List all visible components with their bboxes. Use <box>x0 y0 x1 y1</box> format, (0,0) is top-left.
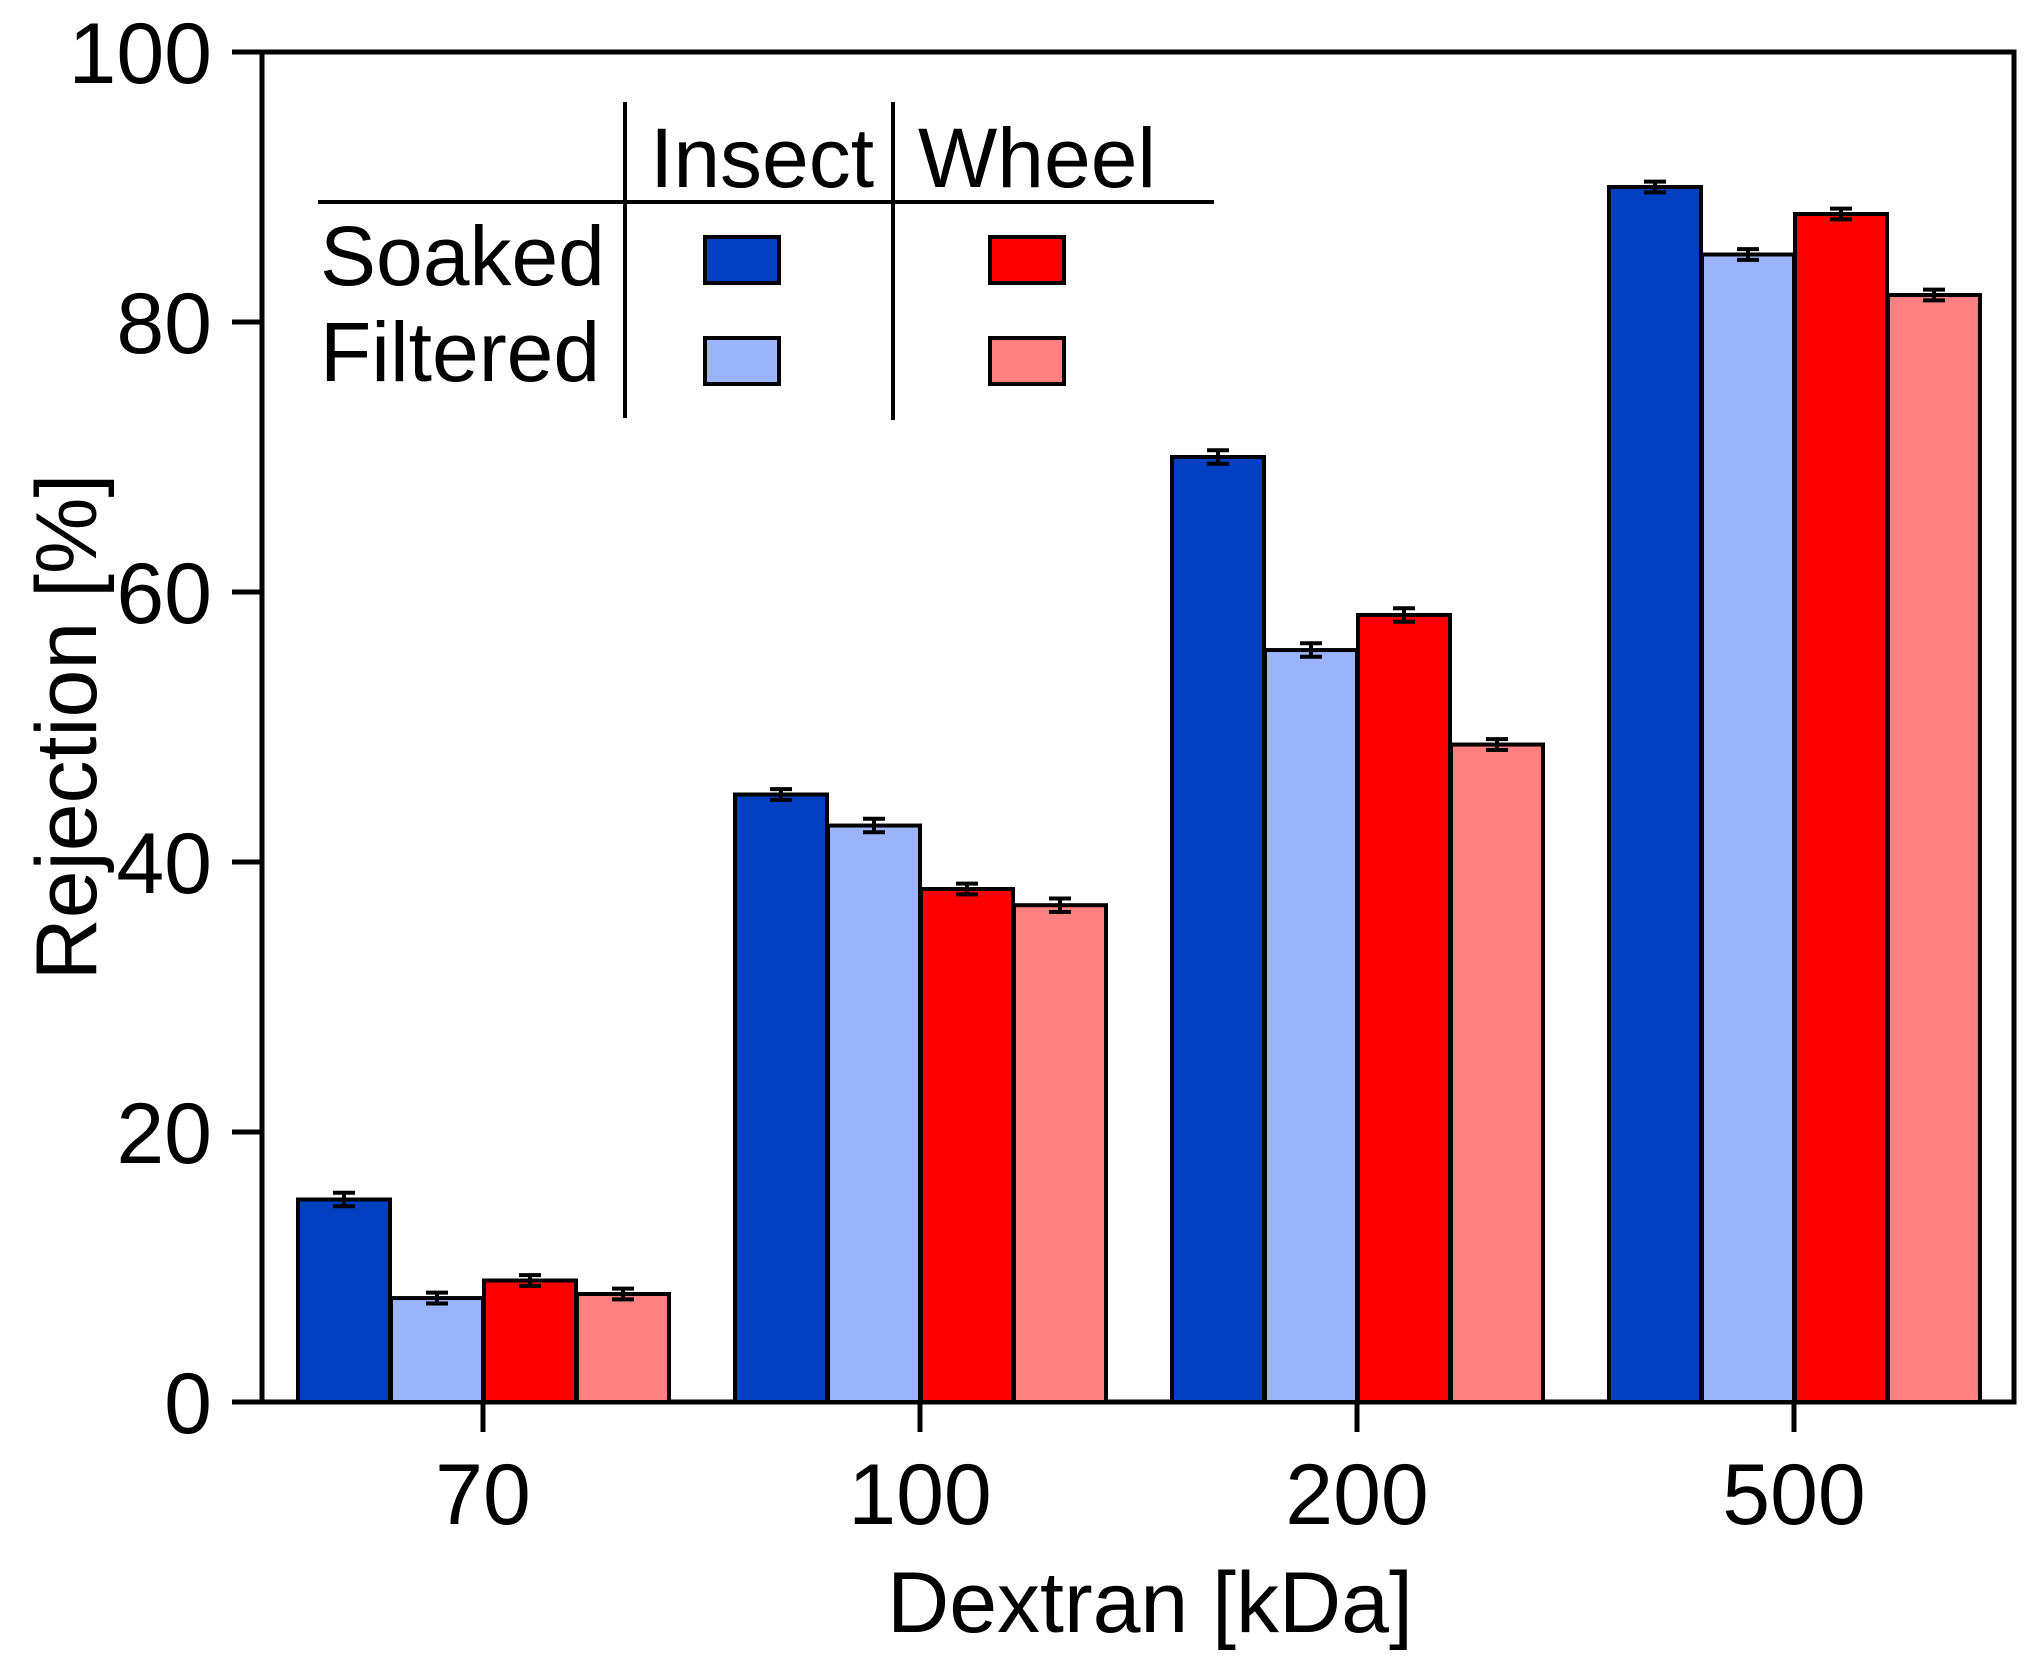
error-bar-wheel_soaked-500 <box>1830 206 1852 222</box>
bar-wheel_soaked-500 <box>1793 212 1889 1404</box>
legend-swatch-insect-filtered <box>703 336 781 386</box>
legend-swatch-wheel-soaked <box>988 235 1066 285</box>
error-bar-insect_filtered-70 <box>426 1290 448 1306</box>
legend-column-insect: Insect <box>650 111 874 205</box>
error-bars-layer <box>333 179 1945 1306</box>
error-bar-wheel_filtered-70 <box>612 1286 634 1302</box>
bar-insect_filtered-500 <box>1700 252 1796 1404</box>
x-tick-label-100: 100 <box>848 1447 992 1543</box>
x-axis-title: Dextran [kDa] <box>887 1555 1413 1651</box>
bar-wheel_soaked-200 <box>1356 612 1452 1404</box>
bar-insect_soaked-200 <box>1170 455 1266 1404</box>
bars-layer <box>296 185 1982 1405</box>
bar-wheel_filtered-500 <box>1886 293 1982 1404</box>
error-bar-wheel_filtered-500 <box>1923 287 1945 303</box>
bar-insect_filtered-100 <box>826 823 922 1404</box>
error-bar-insect_filtered-500 <box>1737 247 1759 262</box>
plot-frame <box>259 49 2017 1405</box>
y-tick-label-40: 40 <box>116 816 212 912</box>
y-tick-label-0: 0 <box>164 1356 212 1452</box>
legend-swatch-insect-soaked <box>703 235 781 285</box>
x-tick-label-500: 500 <box>1722 1447 1866 1543</box>
legend-row-soaked: Soaked <box>320 209 605 303</box>
error-bar-wheel_soaked-200 <box>1393 606 1415 624</box>
error-bar-insect_filtered-200 <box>1300 641 1322 659</box>
bar-wheel_soaked-70 <box>482 1278 578 1404</box>
error-bar-insect_soaked-200 <box>1207 448 1229 466</box>
bar-wheel_filtered-100 <box>1012 903 1108 1404</box>
bar-insect_soaked-500 <box>1607 185 1703 1404</box>
error-bar-wheel_soaked-100 <box>956 881 978 897</box>
x-axis: 70 100 200 500 <box>435 1402 1866 1543</box>
error-bar-wheel_filtered-200 <box>1486 737 1508 752</box>
bar-wheel_soaked-100 <box>919 887 1015 1404</box>
x-tick-label-200: 200 <box>1285 1447 1429 1543</box>
y-axis-title: Rejection [%] <box>19 474 115 981</box>
legend: Insect Wheel Soaked Filtered <box>318 102 1214 420</box>
y-axis: 0 20 40 60 80 100 <box>69 6 262 1452</box>
error-bar-insect_soaked-70 <box>333 1190 355 1209</box>
error-bar-wheel_soaked-70 <box>519 1273 541 1288</box>
bar-insect_soaked-100 <box>733 792 829 1404</box>
bar-insect_filtered-70 <box>389 1296 485 1405</box>
bar-wheel_filtered-70 <box>575 1292 671 1404</box>
error-bar-insect_soaked-500 <box>1644 179 1666 195</box>
y-tick-label-100: 100 <box>69 6 213 102</box>
bar-insect_soaked-70 <box>296 1197 392 1404</box>
x-tick-label-70: 70 <box>435 1447 531 1543</box>
y-tick-label-60: 60 <box>116 546 212 642</box>
legend-column-wheel: Wheel <box>918 111 1156 205</box>
bar-wheel_filtered-200 <box>1449 742 1545 1404</box>
legend-swatch-wheel-filtered <box>988 336 1066 386</box>
error-bar-wheel_filtered-100 <box>1049 896 1071 914</box>
legend-row-filtered: Filtered <box>320 305 600 399</box>
y-tick-label-80: 80 <box>116 276 212 372</box>
error-bar-insect_filtered-100 <box>863 816 885 835</box>
y-tick-label-20: 20 <box>116 1086 212 1182</box>
bar-insect_filtered-200 <box>1263 648 1359 1404</box>
error-bar-insect_soaked-100 <box>770 787 792 802</box>
